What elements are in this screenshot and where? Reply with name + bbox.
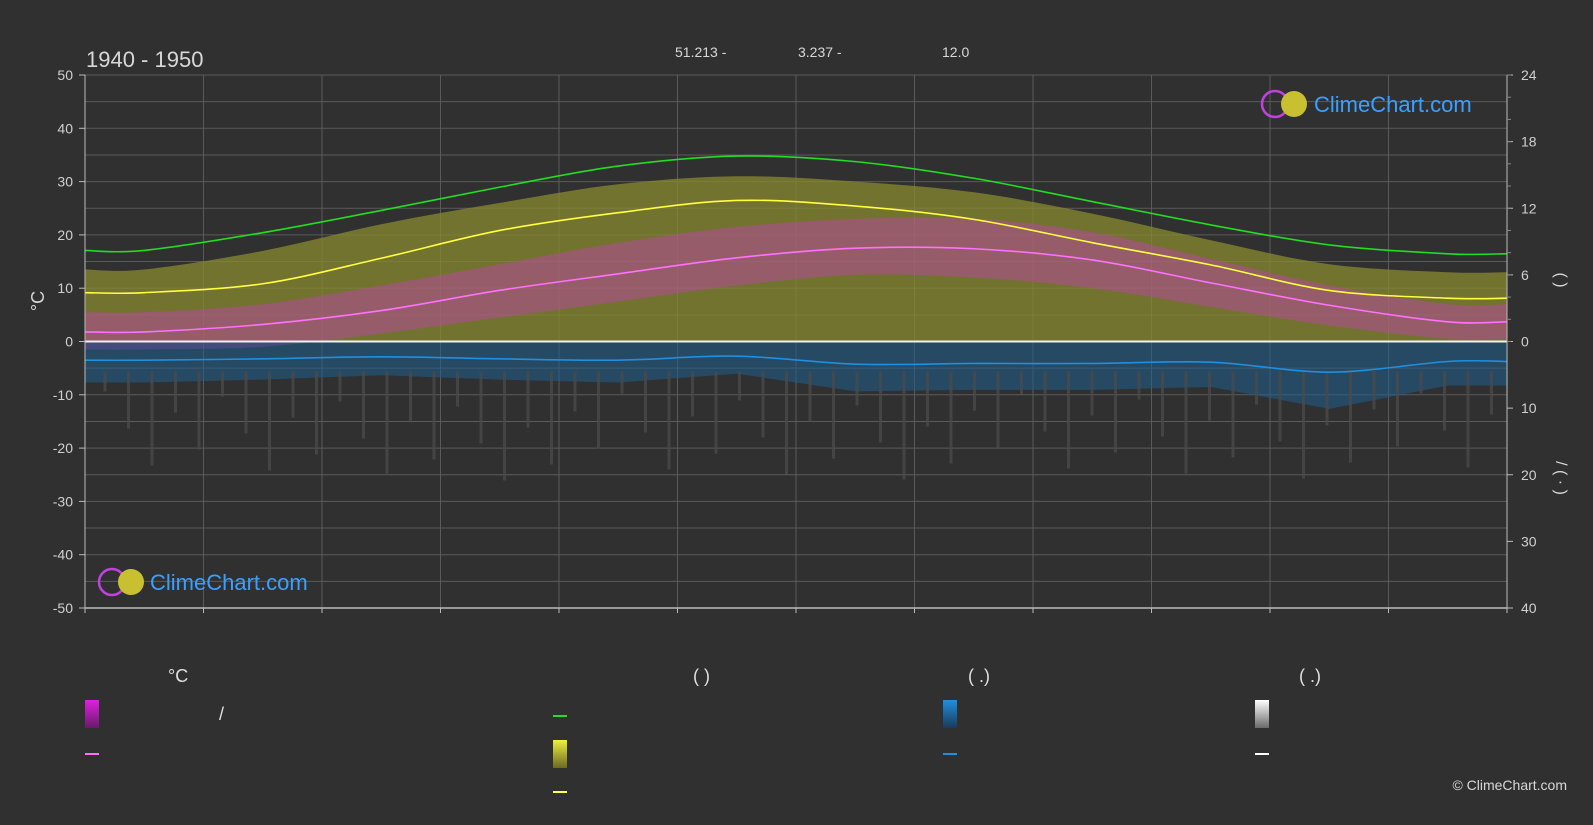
right-upper-tick-label: 0 (1521, 334, 1529, 350)
right-lower-tick-label: 40 (1521, 600, 1537, 616)
logo-text: ClimeChart.com (1314, 92, 1472, 117)
left-tick-label: -40 (53, 547, 73, 563)
legend-sunshine-line-swatch (553, 791, 567, 793)
left-tick-label: -50 (53, 600, 73, 616)
chart-tick-labels: 50 40 30 20 10 0 -10 -20 -30 -40 -50 24 18 12 6 0 10 20 30… (53, 67, 1537, 616)
legend-snow-header: ( .) (1299, 666, 1321, 686)
copyright-notice: © ClimeChart.com (1452, 777, 1567, 793)
left-tick-label: -20 (53, 440, 73, 456)
chart-series-lines (84, 155, 1508, 373)
left-tick-label: 0 (65, 334, 73, 350)
logo-text: ClimeChart.com (150, 570, 308, 595)
temperature-range-band (85, 217, 1507, 350)
logo-sun-icon (118, 569, 144, 595)
legend-mean-temp-swatch (85, 753, 99, 755)
left-axis-label: °C (28, 291, 48, 311)
legend-rain-line-swatch (943, 753, 957, 755)
longitude-label: 3.237 - (798, 44, 842, 60)
legend-snow-line-swatch (1255, 753, 1269, 755)
series-line-rain (84, 355, 1508, 373)
right-upper-axis-label: ( ) (1552, 272, 1569, 287)
latitude-label: 51.213 - (675, 44, 727, 60)
left-tick-label: 20 (57, 227, 73, 243)
right-lower-tick-label: 30 (1521, 533, 1537, 549)
series-line-mean_temp (84, 246, 1508, 334)
right-lower-tick-label: 10 (1521, 400, 1537, 416)
legend-snow-swatch (1255, 700, 1269, 728)
legend-sunshine-swatch (553, 740, 567, 768)
left-tick-label: 40 (57, 120, 73, 136)
left-tick-label: 30 (57, 174, 73, 190)
elevation-label: 12.0 (942, 44, 969, 60)
legend-sunshine-header: ( ) (693, 666, 710, 686)
logo-bottom: ClimeChart.com (97, 567, 308, 597)
legend-daylight-swatch (553, 715, 567, 717)
left-tick-label: -10 (53, 387, 73, 403)
series-line-sunshine (84, 199, 1508, 300)
legend-temp-range-label: / (219, 704, 225, 724)
logo-sun-icon (1281, 91, 1307, 117)
legend-rain-header: ( .) (968, 666, 990, 686)
right-lower-axis-label: / ( · ) (1552, 461, 1569, 495)
right-upper-tick-label: 12 (1521, 200, 1537, 216)
legend-temperature-header: °C (168, 666, 189, 686)
legend-rain-swatch (943, 700, 957, 728)
left-tick-label: 50 (57, 67, 73, 83)
legend-temp-range-swatch (85, 700, 99, 728)
left-tick-label: -30 (53, 493, 73, 509)
right-upper-tick-label: 24 (1521, 67, 1537, 83)
right-upper-tick-label: 6 (1521, 267, 1529, 283)
right-upper-tick-label: 18 (1521, 134, 1537, 150)
logo-top: ClimeChart.com (1260, 89, 1472, 119)
period-title: 1940 - 1950 (86, 47, 203, 72)
series-line-daylight (84, 155, 1508, 256)
right-lower-tick-label: 20 (1521, 467, 1537, 483)
left-tick-label: 10 (57, 280, 73, 296)
